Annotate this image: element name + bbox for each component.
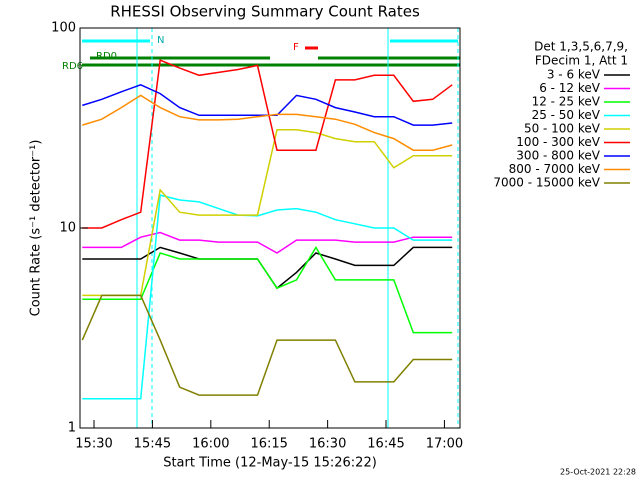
y-tick-label: 1 xyxy=(68,421,76,436)
annotation: RD0 xyxy=(96,51,117,62)
series-line xyxy=(82,231,453,254)
legend-header: Det 1,3,5,6,7,9, xyxy=(534,40,628,54)
legend-label: 25 - 50 keV xyxy=(532,108,601,122)
footer: 25-Oct-2021 22:28 xyxy=(560,468,636,477)
chart-title: RHESSI Observing Summary Count Rates xyxy=(110,3,420,21)
annotation: N xyxy=(157,35,164,46)
x-tick-label: 16:45 xyxy=(367,437,404,452)
series-line xyxy=(82,128,453,297)
legend-label: 800 - 7000 keV xyxy=(509,162,601,176)
x-axis-label: Start Time (12-May-15 15:26:22) xyxy=(163,456,377,471)
legend-label: 12 - 25 keV xyxy=(532,95,601,109)
legend-label: 300 - 800 keV xyxy=(516,149,600,163)
legend-header: FDecim 1, Att 1 xyxy=(535,54,628,68)
x-tick-label: 16:15 xyxy=(250,437,287,452)
series-line xyxy=(82,245,453,334)
x-tick-label: 15:45 xyxy=(134,437,171,452)
legend-label: 7000 - 15000 keV xyxy=(493,176,600,190)
x-tick-label: 16:30 xyxy=(309,437,346,452)
legend-label: 100 - 300 keV xyxy=(516,135,600,149)
annotation: RD6 xyxy=(62,61,83,72)
annotation: F xyxy=(293,42,299,53)
x-tick-label: 16:00 xyxy=(192,437,229,452)
y-tick-label: 10 xyxy=(59,221,76,236)
x-tick-label: 17:00 xyxy=(426,437,463,452)
x-tick-label: 15:30 xyxy=(75,437,112,452)
y-tick-label: 100 xyxy=(51,21,76,36)
y-axis-label: Count Rate (s⁻¹ detector⁻¹) xyxy=(29,140,44,317)
series-line xyxy=(81,294,453,396)
series-line xyxy=(82,194,453,400)
legend-label: 6 - 12 keV xyxy=(539,81,601,95)
series-line xyxy=(82,59,453,229)
legend-label: 50 - 100 keV xyxy=(524,122,601,136)
legend-label: 3 - 6 keV xyxy=(547,68,601,82)
series-line xyxy=(82,94,453,151)
